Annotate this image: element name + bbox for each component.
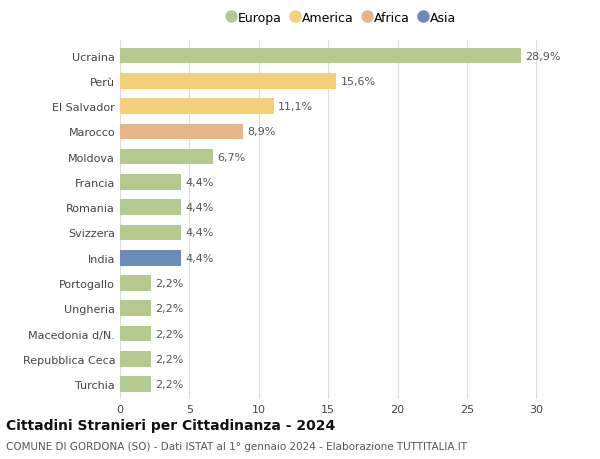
Bar [120, 225, 181, 241]
Bar [120, 250, 181, 266]
Text: 2,2%: 2,2% [155, 379, 183, 389]
Bar [120, 150, 213, 165]
Text: 2,2%: 2,2% [155, 303, 183, 313]
Text: 4,4%: 4,4% [185, 253, 214, 263]
Bar [120, 351, 151, 367]
Text: 6,7%: 6,7% [217, 152, 245, 162]
Text: 4,4%: 4,4% [185, 178, 214, 187]
Text: Cittadini Stranieri per Cittadinanza - 2024: Cittadini Stranieri per Cittadinanza - 2… [6, 418, 335, 431]
Bar [120, 275, 151, 291]
Bar [120, 200, 181, 216]
Legend: Europa, America, Africa, Asia: Europa, America, Africa, Asia [228, 12, 456, 25]
Text: 15,6%: 15,6% [341, 77, 376, 87]
Text: 4,4%: 4,4% [185, 203, 214, 213]
Text: 2,2%: 2,2% [155, 278, 183, 288]
Bar [120, 124, 244, 140]
Bar [120, 49, 521, 64]
Text: 11,1%: 11,1% [278, 102, 313, 112]
Bar [120, 99, 274, 115]
Bar [120, 175, 181, 190]
Text: 4,4%: 4,4% [185, 228, 214, 238]
Bar [120, 301, 151, 316]
Text: 8,9%: 8,9% [248, 127, 276, 137]
Text: 2,2%: 2,2% [155, 354, 183, 364]
Text: 28,9%: 28,9% [525, 51, 560, 62]
Text: 2,2%: 2,2% [155, 329, 183, 339]
Bar [120, 74, 337, 90]
Bar [120, 376, 151, 392]
Text: COMUNE DI GORDONA (SO) - Dati ISTAT al 1° gennaio 2024 - Elaborazione TUTTITALIA: COMUNE DI GORDONA (SO) - Dati ISTAT al 1… [6, 441, 467, 451]
Bar [120, 326, 151, 341]
